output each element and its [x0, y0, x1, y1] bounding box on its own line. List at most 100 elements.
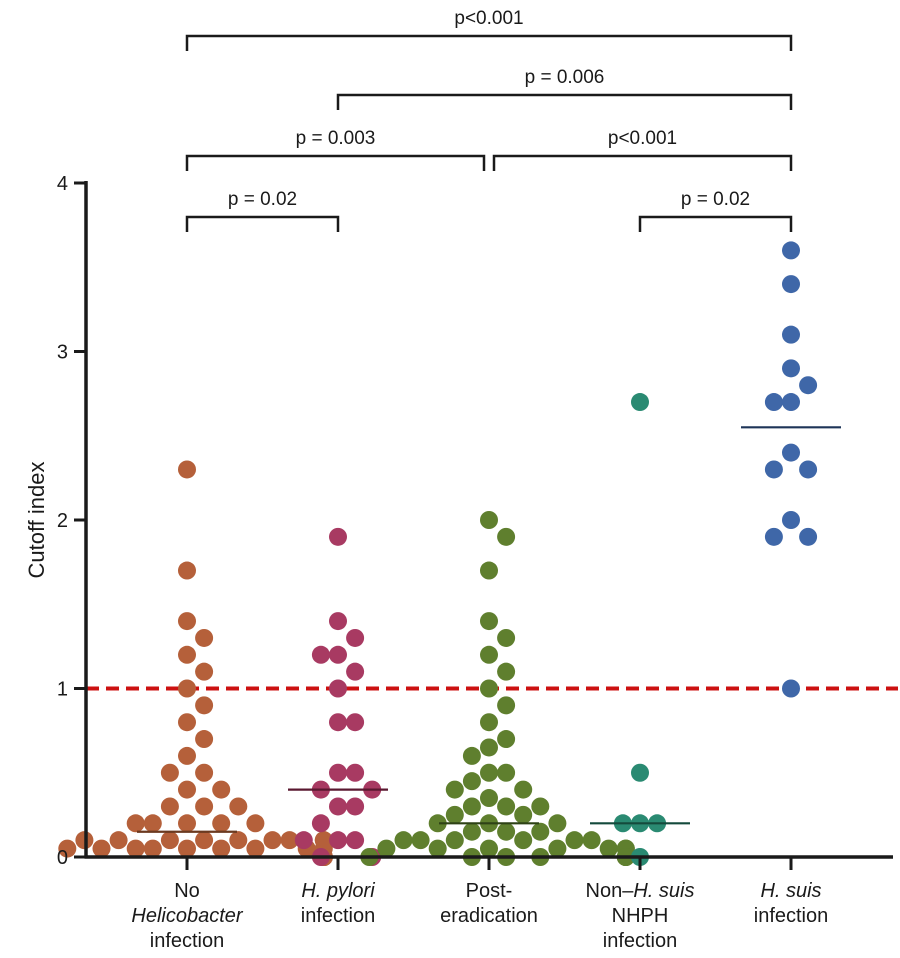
- point-h-pylori-2: [346, 628, 365, 647]
- category-label-no-helicobacter-seg-0: No: [174, 880, 200, 902]
- point-post-eradication-2: [480, 561, 498, 580]
- category-label-h-suis-line-0: H. suis: [760, 880, 821, 902]
- point-post-eradication-18: [480, 789, 498, 808]
- category-label-no-helicobacter-line-0: No: [174, 880, 200, 902]
- point-h-pylori-6: [329, 679, 347, 698]
- point-h-pylori-3: [329, 645, 347, 664]
- comparison-pvalue-3: p<0.001: [608, 128, 677, 149]
- point-post-eradication-11: [480, 738, 498, 757]
- point-h-pylori-5: [346, 662, 365, 681]
- point-post-eradication-17: [445, 780, 464, 799]
- point-no-helicobacter-35: [126, 839, 145, 858]
- point-no-helicobacter-11: [195, 763, 214, 782]
- point-post-eradication-27: [497, 822, 516, 841]
- point-h-pylori-1: [329, 612, 347, 631]
- y-tick-label-0: 0: [57, 847, 68, 869]
- medians-layer: [137, 426, 841, 833]
- point-h-pylori-7: [329, 713, 347, 732]
- comparison-brackets: p = 0.02 p = 0.02 p = 0.003 p<0.001 p = 0.00…: [185, 8, 793, 232]
- point-no-helicobacter-13: [178, 780, 196, 799]
- point-no-helicobacter-16: [160, 797, 179, 816]
- point-no-helicobacter-0: [178, 460, 196, 479]
- category-label-h-suis-seg-0: H. suis: [760, 880, 821, 902]
- point-no-helicobacter-14: [212, 780, 231, 799]
- point-h-pylori-4: [311, 645, 330, 664]
- point-post-eradication-22: [514, 805, 533, 824]
- point-post-eradication-1: [497, 527, 516, 546]
- point-h-suis-12: [764, 527, 783, 546]
- point-post-eradication-39: [377, 839, 396, 858]
- comparison-bracket-4: [336, 93, 793, 110]
- category-label-non-h-suis-nhph-seg-3: infection: [603, 930, 678, 952]
- point-no-helicobacter-9: [195, 730, 214, 749]
- point-post-eradication-7: [480, 679, 498, 698]
- point-post-eradication-36: [480, 839, 498, 858]
- point-post-eradication-35: [582, 831, 601, 850]
- point-no-helicobacter-33: [212, 839, 231, 858]
- point-h-pylori-13: [329, 797, 347, 816]
- point-h-suis-4: [799, 376, 818, 395]
- category-label-no-helicobacter-seg-1: Helicobacter: [131, 905, 244, 927]
- point-h-pylori-10: [346, 763, 365, 782]
- point-no-helicobacter-5: [195, 662, 214, 681]
- comparison-bracket-3: [492, 154, 793, 171]
- point-no-helicobacter-7: [195, 696, 214, 715]
- comparison-pvalue-5: p<0.001: [454, 8, 523, 29]
- point-no-helicobacter-20: [143, 814, 162, 833]
- comparison-pvalue-1: p = 0.02: [681, 189, 750, 210]
- point-no-helicobacter-26: [109, 831, 128, 850]
- point-no-helicobacter-21: [126, 814, 145, 833]
- point-non-h-suis-nhph-1: [631, 763, 649, 782]
- point-post-eradication-21: [531, 797, 550, 816]
- comparison-bracket-5: [185, 34, 793, 51]
- comparison-bracket-0: [185, 215, 340, 232]
- point-h-suis-13: [782, 679, 800, 698]
- point-post-eradication-33: [565, 831, 584, 850]
- category-label-no-helicobacter-line-1: Helicobacter: [131, 905, 244, 927]
- point-no-helicobacter-12: [160, 763, 179, 782]
- point-post-eradication-12: [462, 746, 481, 765]
- point-h-suis-9: [764, 460, 783, 479]
- category-label-h-suis-seg-1: infection: [754, 905, 829, 927]
- category-label-post-eradication-line-0: Post-: [466, 880, 513, 902]
- point-post-eradication-38: [548, 839, 567, 858]
- point-h-suis-0: [782, 241, 800, 260]
- point-no-helicobacter-37: [92, 839, 111, 858]
- category-label-h-pylori-seg-0: H. pylori: [301, 880, 375, 902]
- point-no-helicobacter-34: [143, 839, 162, 858]
- point-post-eradication-30: [514, 831, 533, 850]
- comparison-pvalue-2: p = 0.003: [296, 128, 376, 149]
- point-h-pylori-17: [346, 831, 365, 850]
- point-post-eradication-14: [497, 763, 516, 782]
- comparison-bracket-2: [185, 154, 486, 171]
- point-post-eradication-28: [462, 822, 481, 841]
- point-h-suis-3: [782, 359, 800, 378]
- category-label-h-pylori-line-1: infection: [301, 905, 376, 927]
- category-label-non-h-suis-nhph-line-0: Non–H. suis: [586, 880, 695, 902]
- point-no-helicobacter-28: [280, 831, 299, 850]
- point-no-helicobacter-36: [246, 839, 265, 858]
- point-h-pylori-9: [329, 763, 347, 782]
- point-no-helicobacter-4: [178, 645, 196, 664]
- point-post-eradication-29: [531, 822, 550, 841]
- point-post-eradication-20: [462, 797, 481, 816]
- y-tick-label-3: 3: [57, 342, 68, 364]
- point-no-helicobacter-19: [212, 814, 231, 833]
- point-no-helicobacter-27: [263, 831, 282, 850]
- point-post-eradication-8: [497, 696, 516, 715]
- category-label-non-h-suis-nhph-seg-1: H. suis: [633, 880, 694, 902]
- point-h-suis-2: [782, 325, 800, 344]
- point-post-eradication-5: [480, 645, 498, 664]
- category-label-h-pylori-line-0: H. pylori: [301, 880, 375, 902]
- category-label-post-eradication-seg-0: Post-: [466, 880, 513, 902]
- point-post-eradication-6: [497, 662, 516, 681]
- point-h-pylori-15: [311, 814, 330, 833]
- point-h-suis-6: [764, 393, 783, 412]
- category-label-post-eradication-line-1: eradication: [440, 905, 538, 927]
- point-post-eradication-13: [480, 763, 498, 782]
- point-post-eradication-15: [462, 772, 481, 791]
- point-h-suis-5: [782, 393, 800, 412]
- point-post-eradication-9: [480, 713, 498, 732]
- category-label-non-h-suis-nhph-seg-0: Non–: [586, 880, 635, 902]
- point-no-helicobacter-22: [246, 814, 265, 833]
